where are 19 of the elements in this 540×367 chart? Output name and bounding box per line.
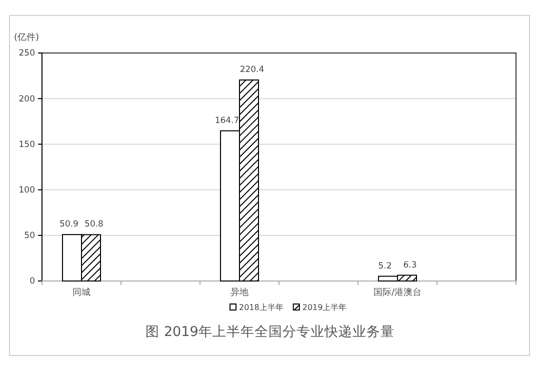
x-tick-label: 异地 [230,286,248,298]
y-tick-label: 50 [24,231,35,242]
y-tick-label: 200 [18,94,35,104]
y-tick-label: 100 [18,186,35,196]
y-tick-label: 250 [18,48,35,59]
data-label: 50.8 [84,220,104,230]
y-axis-title: (亿件) [14,32,40,43]
data-label: 5.2 [378,261,392,272]
data-label: 164.7 [214,116,240,126]
legend-label: 2019上半年 [302,303,347,312]
data-label: 6.3 [403,260,417,270]
data-label: 50.9 [60,220,78,230]
y-tick-label: 150 [18,140,35,150]
text: 图 2019年上半年全国分专业快递业务量 [146,324,394,340]
x-tick-label: 同城 [72,286,90,298]
x-tick-label: 国际/港澳台 [373,286,422,298]
data-label: 220.4 [240,64,264,75]
legend-label: 2018上半年 [239,303,284,312]
y-tick-label: 0 [30,276,35,287]
